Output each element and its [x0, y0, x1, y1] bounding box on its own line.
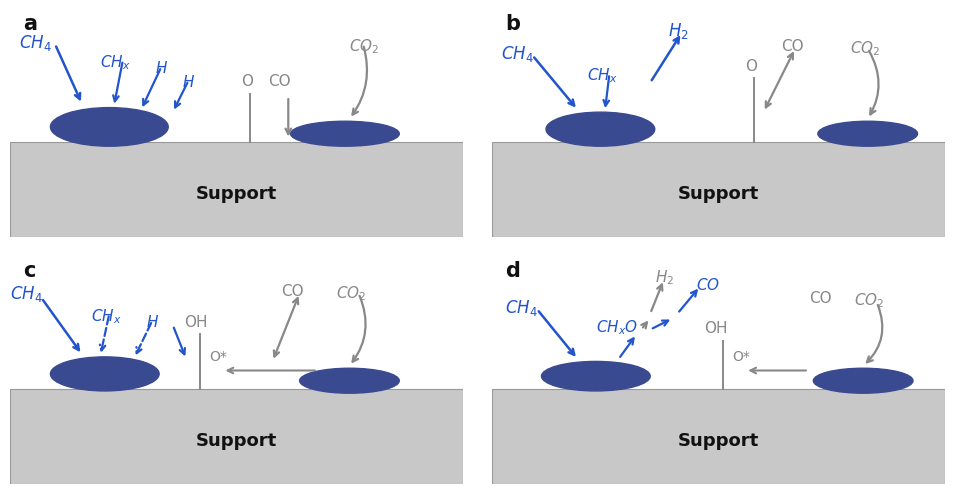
Text: $CH_x$: $CH_x$: [92, 307, 121, 326]
Text: OH: OH: [705, 322, 728, 336]
Text: CO: CO: [268, 75, 290, 89]
Text: O: O: [241, 75, 253, 89]
Bar: [10, 389, 463, 484]
Text: $H$: $H$: [154, 60, 168, 76]
Text: d: d: [505, 261, 521, 282]
Ellipse shape: [542, 362, 650, 391]
Text: $CO_2$: $CO_2$: [349, 37, 380, 56]
Ellipse shape: [817, 121, 918, 146]
Text: Support: Support: [196, 432, 277, 450]
Text: $CH_4$: $CH_4$: [10, 284, 42, 304]
Text: a: a: [23, 14, 38, 35]
Text: $CO$: $CO$: [696, 277, 719, 293]
Text: $CO_2$: $CO_2$: [854, 291, 884, 310]
Text: $H_2$: $H_2$: [655, 268, 674, 287]
Text: $CH_4$: $CH_4$: [505, 298, 538, 318]
Text: $H$: $H$: [146, 314, 159, 329]
Text: $H$: $H$: [182, 74, 195, 89]
Ellipse shape: [814, 368, 913, 393]
Text: O*: O*: [209, 350, 227, 364]
Bar: [492, 389, 945, 484]
Text: O*: O*: [732, 350, 750, 364]
Text: Support: Support: [196, 185, 277, 203]
Text: CO: CO: [281, 284, 304, 299]
Text: $H_2$: $H_2$: [668, 21, 689, 41]
Text: $CH_xO$: $CH_xO$: [596, 318, 638, 337]
Text: Support: Support: [678, 185, 759, 203]
Ellipse shape: [546, 112, 655, 146]
Bar: [10, 142, 463, 237]
Ellipse shape: [50, 357, 159, 391]
Text: $CO_2$: $CO_2$: [849, 40, 880, 58]
Text: $CH_4$: $CH_4$: [500, 44, 533, 64]
Text: O: O: [745, 58, 758, 74]
Text: $CH_4$: $CH_4$: [18, 33, 51, 52]
Bar: [492, 142, 945, 237]
Ellipse shape: [50, 108, 169, 146]
Ellipse shape: [300, 368, 399, 393]
Ellipse shape: [290, 121, 399, 146]
Text: CO: CO: [809, 291, 831, 306]
Text: OH: OH: [184, 315, 207, 329]
Text: Support: Support: [678, 432, 759, 450]
Text: c: c: [23, 261, 36, 282]
Text: $CH_x$: $CH_x$: [587, 67, 617, 85]
Text: b: b: [505, 14, 521, 35]
Text: CO: CO: [782, 40, 804, 54]
Text: $CO_2$: $CO_2$: [335, 284, 366, 303]
Text: $CH_x$: $CH_x$: [100, 53, 131, 72]
